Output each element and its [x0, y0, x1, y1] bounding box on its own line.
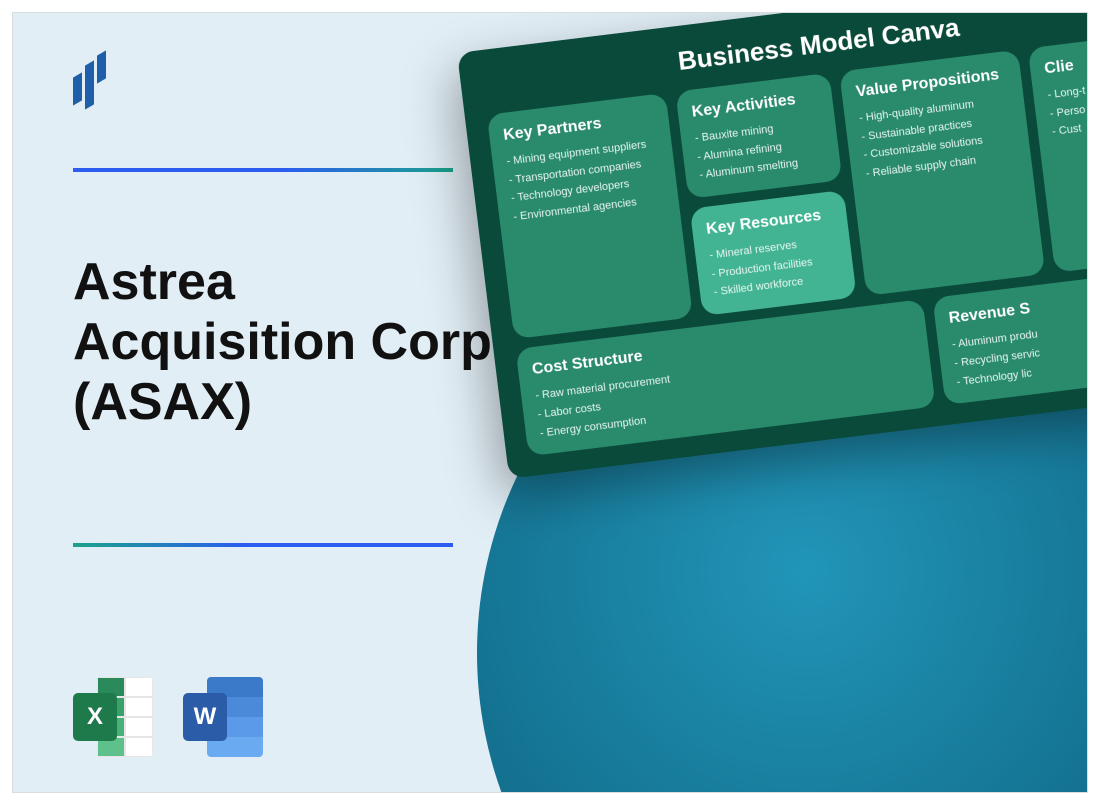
- stage: AstreaAcquisition Corp.(ASAX) Business M…: [12, 12, 1088, 793]
- card-list: High-quality aluminumSustainable practic…: [858, 91, 1018, 184]
- card-value-propositions: Value Propositions High-quality aluminum…: [839, 50, 1045, 296]
- divider-top: [73, 168, 453, 172]
- page-title: AstreaAcquisition Corp.(ASAX): [73, 253, 506, 432]
- excel-badge: X: [73, 693, 117, 741]
- brand-logo-icon: [73, 53, 113, 108]
- divider-bottom: [73, 543, 453, 547]
- file-icons: X W: [73, 677, 263, 757]
- card-revenue-streams: Revenue S Aluminum produRecycling servic…: [932, 267, 1088, 405]
- word-badge: W: [183, 693, 227, 741]
- card-list: Mining equipment suppliersTransportation…: [506, 134, 666, 227]
- canvas-preview: Business Model Canva Key Partners Mining…: [457, 12, 1088, 479]
- card-list: Bauxite miningAlumina refiningAluminum s…: [694, 114, 827, 185]
- card-heading: Clie: [1043, 48, 1088, 78]
- card-list: Mineral reservesProduction facilitiesSki…: [708, 231, 841, 302]
- card-key-activities: Key Activities Bauxite miningAlumina ref…: [675, 73, 842, 199]
- card-key-partners: Key Partners Mining equipment suppliersT…: [487, 93, 693, 339]
- word-icon: W: [183, 677, 263, 757]
- canvas-grid: Key Partners Mining equipment suppliersT…: [487, 32, 1088, 456]
- card-list: Long-tPersoCust: [1047, 74, 1088, 142]
- excel-icon: X: [73, 677, 153, 757]
- card-key-resources: Key Resources Mineral reservesProduction…: [690, 190, 857, 316]
